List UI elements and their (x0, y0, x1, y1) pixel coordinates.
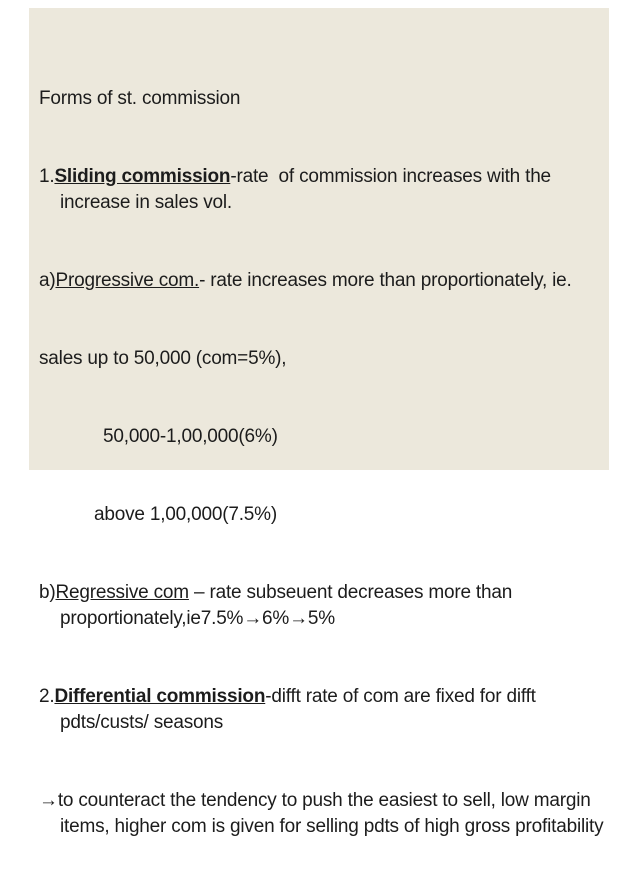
line-sliding-commission: 1.Sliding commission-rate of commission … (39, 164, 605, 216)
term-progressive-com: Progressive com. (55, 270, 200, 291)
sales-slab-3-text: above 1,00,000(7.5%) (94, 504, 277, 525)
item1-text: -rate of commission increases with the i… (60, 166, 557, 213)
sales-slab-2-text: 50,000-1,00,000(6%) (103, 426, 278, 447)
sales-slab-1-text: sales up to 50,000 (com=5%), (39, 348, 287, 369)
line-regressive-com: b)Regressive com – rate subseuent decrea… (39, 580, 605, 632)
arrow-bullet-icon: → (39, 790, 58, 811)
item-a-text: - rate increases more than proportionate… (199, 270, 572, 291)
item-a-number: a) (39, 270, 56, 291)
counteract-text: to counteract the tendency to push the e… (57, 790, 604, 837)
item1-number: 1. (39, 166, 55, 187)
line-sales-slab-1: sales up to 50,000 (com=5%), (39, 346, 605, 372)
slide-text-block: Forms of st. commission 1.Sliding commis… (29, 8, 609, 892)
line-title: Forms of st. commission (39, 86, 605, 112)
term-regressive-com: Regressive com (55, 582, 190, 603)
line-sales-slab-3: above 1,00,000(7.5%) (39, 502, 605, 528)
item-b-number: b) (39, 582, 56, 603)
title-text: Forms of st. commission (39, 88, 241, 109)
line-counteract: →to counteract the tendency to push the … (39, 788, 605, 840)
term-differential-commission: Differential commission (54, 686, 266, 707)
term-sliding-commission: Sliding commission (54, 166, 231, 187)
line-differential-commission: 2.Differential commission-difft rate of … (39, 684, 605, 736)
item2-number: 2. (39, 686, 55, 707)
slide: Forms of st. commission 1.Sliding commis… (29, 8, 609, 837)
line-progressive-com: a)Progressive com.- rate increases more … (39, 268, 605, 294)
line-sales-slab-2: 50,000-1,00,000(6%) (39, 424, 605, 450)
